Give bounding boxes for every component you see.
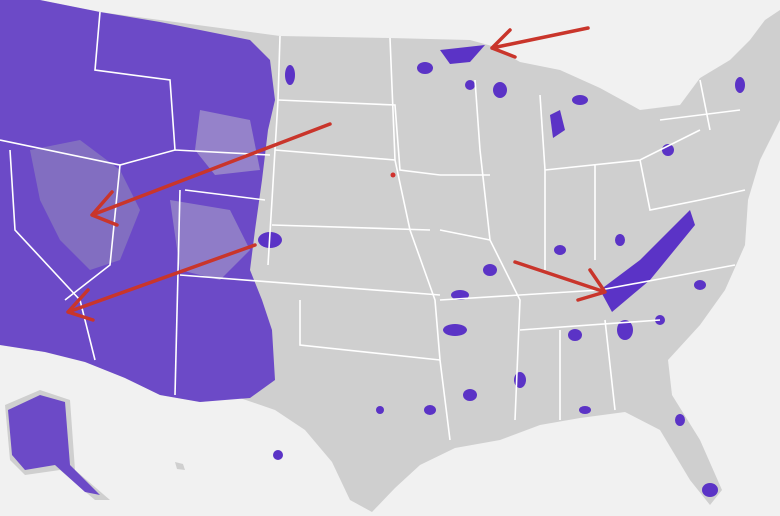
west-region xyxy=(0,0,275,402)
patch xyxy=(417,62,433,74)
patch xyxy=(493,82,507,98)
patch xyxy=(554,245,566,255)
border xyxy=(539,94,546,171)
border xyxy=(174,189,181,396)
patch xyxy=(568,329,582,341)
border xyxy=(271,149,431,231)
patch xyxy=(465,80,475,90)
patch xyxy=(483,264,497,276)
border xyxy=(299,300,441,361)
arrow xyxy=(66,243,257,322)
patch xyxy=(424,405,436,415)
marker xyxy=(390,172,396,178)
patch xyxy=(443,324,467,336)
alaska-region xyxy=(8,395,100,495)
patch xyxy=(615,234,625,246)
patch xyxy=(376,406,384,414)
patch xyxy=(285,65,295,85)
hawaii xyxy=(175,462,185,470)
michigan-region xyxy=(550,110,565,138)
border xyxy=(277,99,441,176)
border xyxy=(439,174,491,241)
border xyxy=(179,189,441,296)
minnesota-region xyxy=(440,45,485,64)
patch xyxy=(617,320,633,340)
border xyxy=(9,149,96,361)
patch xyxy=(572,95,588,105)
border xyxy=(519,319,661,420)
border xyxy=(0,139,271,166)
arrow xyxy=(513,260,607,302)
arrow xyxy=(90,122,332,227)
patch xyxy=(675,414,685,426)
tennessee-region xyxy=(600,210,695,312)
patch xyxy=(451,290,469,300)
patch xyxy=(463,389,477,401)
patch xyxy=(579,406,591,414)
border xyxy=(639,159,746,211)
border xyxy=(64,164,121,301)
patch xyxy=(694,280,706,290)
arrows xyxy=(66,26,607,322)
arrow xyxy=(490,26,590,59)
border xyxy=(659,79,741,131)
patch xyxy=(273,450,283,460)
patch xyxy=(702,483,718,497)
border xyxy=(94,11,176,151)
patch xyxy=(735,77,745,93)
state-borders xyxy=(0,11,746,441)
border xyxy=(389,37,451,441)
west-light xyxy=(170,200,250,280)
